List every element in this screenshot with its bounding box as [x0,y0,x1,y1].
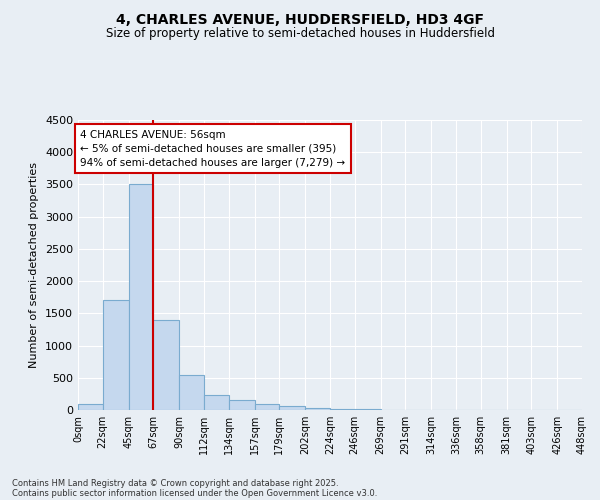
Bar [204,395,229,410]
Text: Size of property relative to semi-detached houses in Huddersfield: Size of property relative to semi-detach… [106,28,494,40]
Text: 4, CHARLES AVENUE, HUDDERSFIELD, HD3 4GF: 4, CHARLES AVENUE, HUDDERSFIELD, HD3 4GF [116,12,484,26]
Bar [330,409,355,410]
Text: Contains HM Land Registry data © Crown copyright and database right 2025.: Contains HM Land Registry data © Crown c… [12,478,338,488]
Text: Contains public sector information licensed under the Open Government Licence v3: Contains public sector information licen… [12,488,377,498]
Bar [154,320,179,410]
Bar [78,404,103,410]
Bar [103,300,128,410]
Bar [179,374,204,410]
Bar [254,404,280,410]
Bar [128,184,154,410]
Bar [305,408,330,410]
Bar [280,406,305,410]
Y-axis label: Number of semi-detached properties: Number of semi-detached properties [29,162,40,368]
Bar [229,400,254,410]
Text: 4 CHARLES AVENUE: 56sqm
← 5% of semi-detached houses are smaller (395)
94% of se: 4 CHARLES AVENUE: 56sqm ← 5% of semi-det… [80,130,346,168]
